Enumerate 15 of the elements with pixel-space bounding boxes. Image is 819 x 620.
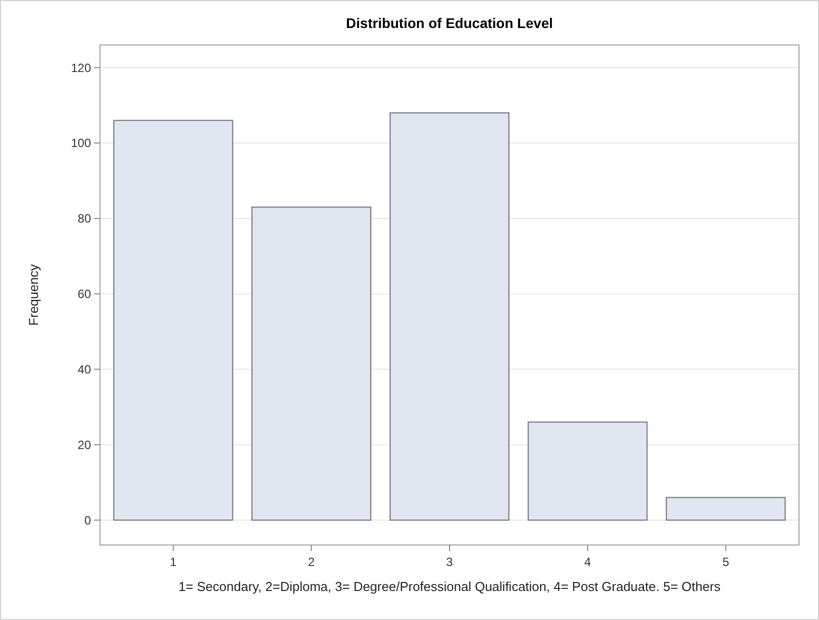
y-tick-label: 80 — [78, 212, 92, 226]
x-tick-label: 4 — [584, 555, 592, 569]
x-tick-label: 2 — [308, 555, 316, 569]
y-tick-label: 60 — [78, 287, 92, 302]
y-tick-label: 100 — [70, 136, 92, 150]
x-tick-label: 3 — [446, 555, 454, 569]
y-tick-label: 20 — [78, 438, 92, 452]
y-tick-label: 40 — [78, 362, 92, 376]
chart-title: Distribution of Education Level — [346, 15, 553, 31]
y-tick-label: 120 — [70, 60, 92, 75]
y-axis-title: Frequency — [26, 264, 41, 326]
x-tick-label: 1 — [170, 555, 177, 569]
y-tick-label: 0 — [84, 513, 92, 528]
x-tick-label: 5 — [722, 555, 730, 569]
x-axis-title: 1= Secondary, 2=Diploma, 3= Degree/Professional Qualification, 4= Post Graduate. 5= Others — [178, 579, 722, 594]
